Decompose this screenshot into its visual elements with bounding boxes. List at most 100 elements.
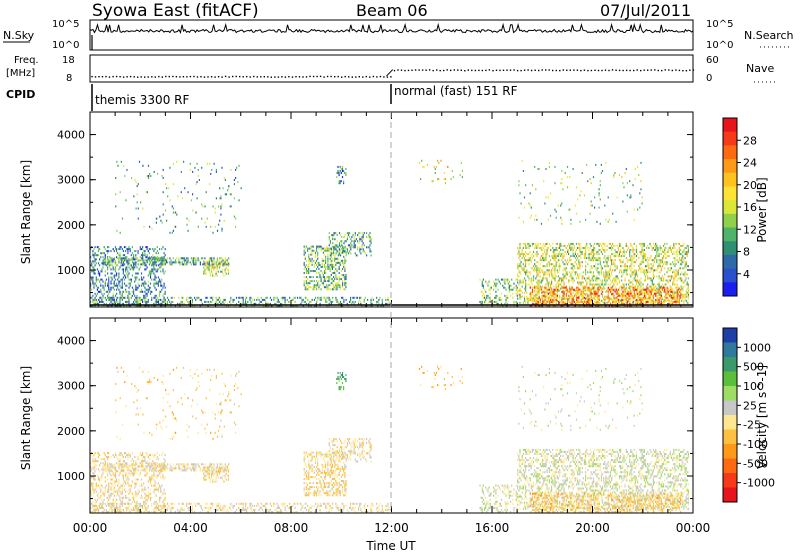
power-cell (137, 250, 139, 253)
power-cell (620, 294, 622, 297)
power-cell (546, 281, 548, 284)
power-cell (220, 213, 222, 216)
power-cell (505, 298, 507, 301)
freq-point (464, 70, 466, 72)
power-cell (345, 259, 347, 262)
power-cell (548, 275, 550, 278)
power-cell (218, 266, 221, 269)
freq-point (312, 75, 315, 78)
power-cell (687, 287, 689, 290)
power-cell (125, 266, 127, 269)
power-cell (665, 247, 667, 249)
power-cell (570, 273, 572, 276)
power-cell (107, 296, 109, 299)
power-cell (684, 297, 686, 300)
freq-point (527, 69, 529, 71)
power-cell (681, 279, 683, 282)
power-cell (153, 268, 155, 271)
power-cell (169, 199, 171, 202)
power-cell (173, 225, 176, 228)
power-cell (535, 286, 537, 289)
power-cell (341, 176, 344, 179)
power-cell (657, 251, 659, 253)
power-cell (159, 263, 161, 266)
power-cell (325, 286, 327, 289)
power-cell (624, 263, 626, 266)
power-cell (622, 251, 624, 253)
power-cell (590, 279, 592, 282)
power-cell (152, 270, 154, 273)
power-cell (316, 288, 318, 291)
power-cell (216, 274, 218, 277)
power-cell (613, 294, 615, 297)
power-cell (166, 302, 169, 305)
power-cell (125, 246, 127, 249)
power-cell (554, 249, 556, 251)
power-cell (548, 261, 550, 264)
power-cell (585, 289, 587, 292)
power-cell (496, 300, 498, 303)
power-cell (366, 236, 368, 239)
power-cell (525, 285, 527, 288)
power-cell (540, 291, 543, 294)
power-cell (117, 278, 119, 281)
power-cell (565, 292, 568, 295)
power-cell (481, 300, 483, 303)
power-cell (363, 244, 365, 247)
power-cell (628, 296, 630, 299)
power-cell (117, 286, 119, 289)
freq-point (636, 69, 638, 71)
power-cell (482, 278, 484, 281)
power-cell (597, 305, 599, 307)
power-cell (146, 292, 148, 295)
power-cell (178, 296, 180, 299)
power-cell (232, 300, 234, 303)
power-cell (642, 249, 644, 251)
freq-point (137, 76, 139, 78)
freq-point (471, 69, 473, 72)
power-cell (212, 264, 214, 267)
power-cell (540, 249, 543, 251)
power-cell (632, 271, 634, 274)
power-cell (666, 242, 668, 245)
power-cell (639, 302, 641, 305)
power-cell (197, 168, 199, 171)
power-cell (310, 276, 312, 279)
power-cell (134, 298, 136, 301)
power-cell (525, 255, 527, 258)
power-cell (332, 296, 334, 299)
power-cell (101, 298, 103, 301)
power-cell (577, 253, 579, 256)
power-cell (539, 247, 541, 249)
power-cell (645, 294, 647, 297)
power-cell (122, 254, 124, 257)
power-cell (611, 281, 613, 284)
power-cell (241, 296, 243, 299)
power-cell (562, 249, 564, 251)
power-cell (200, 298, 202, 301)
power-cell (542, 290, 544, 293)
power-cell (658, 265, 660, 268)
power-cell (354, 246, 356, 249)
power-cell (176, 257, 178, 260)
power-cell (164, 258, 166, 261)
power-cell (345, 282, 347, 285)
power-cell (343, 251, 345, 254)
power-cell (162, 270, 164, 273)
power-cell (596, 251, 598, 253)
power-cell (121, 292, 123, 295)
power-cell (156, 258, 158, 261)
power-cell (522, 263, 524, 266)
power-cell (92, 305, 94, 307)
power-cell (637, 275, 639, 278)
power-cell (666, 251, 668, 253)
power-cell (521, 253, 523, 256)
power-cell (624, 265, 626, 268)
power-cell (559, 263, 561, 266)
power-cell (584, 292, 586, 295)
power-cell (371, 302, 373, 305)
power-cell (129, 282, 131, 285)
power-cell (640, 285, 642, 288)
power-cell (314, 286, 317, 289)
power-cell (591, 259, 593, 262)
